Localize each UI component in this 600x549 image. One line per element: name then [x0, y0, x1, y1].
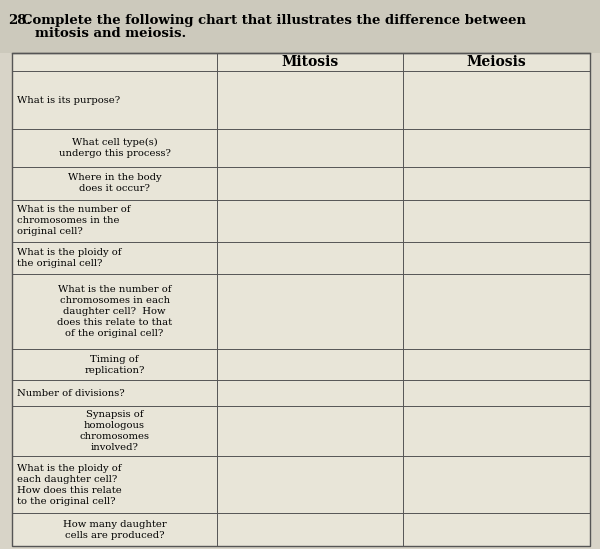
Bar — [217, 380, 403, 406]
Bar — [403, 406, 590, 456]
Bar — [217, 406, 403, 456]
Bar — [217, 200, 403, 242]
Bar — [12, 71, 217, 129]
Text: Complete the following chart that illustrates the difference between: Complete the following chart that illust… — [22, 14, 526, 27]
Bar — [217, 71, 403, 129]
Bar — [217, 456, 403, 513]
Bar — [12, 53, 217, 71]
Bar — [403, 167, 590, 200]
Bar — [217, 242, 403, 274]
Bar — [403, 349, 590, 380]
Text: How many daughter
cells are produced?: How many daughter cells are produced? — [63, 520, 166, 540]
Bar — [403, 53, 590, 71]
Text: Mitosis: Mitosis — [281, 55, 339, 69]
Bar — [217, 349, 403, 380]
Bar — [12, 200, 217, 242]
Bar — [403, 274, 590, 349]
Bar — [12, 513, 217, 546]
Bar — [403, 129, 590, 167]
Text: Meiosis: Meiosis — [467, 55, 527, 69]
Bar — [403, 380, 590, 406]
Text: What cell type(s)
undergo this process?: What cell type(s) undergo this process? — [59, 138, 170, 158]
Bar — [217, 167, 403, 200]
Bar — [12, 129, 217, 167]
Text: What is the number of
chromosomes in each
daughter cell?  How
does this relate t: What is the number of chromosomes in eac… — [57, 285, 172, 338]
Text: mitosis and meiosis.: mitosis and meiosis. — [35, 27, 186, 40]
Text: Synapsis of
homologous
chromosomes
involved?: Synapsis of homologous chromosomes invol… — [80, 410, 149, 452]
Bar — [12, 242, 217, 274]
Text: What is its purpose?: What is its purpose? — [17, 96, 120, 104]
Bar — [12, 167, 217, 200]
Bar — [403, 71, 590, 129]
Bar — [403, 200, 590, 242]
Text: What is the number of
chromosomes in the
original cell?: What is the number of chromosomes in the… — [17, 205, 131, 236]
Bar — [403, 513, 590, 546]
Bar — [0, 0, 600, 53]
Text: Number of divisions?: Number of divisions? — [17, 389, 125, 398]
Text: 28.: 28. — [8, 14, 31, 27]
Bar — [12, 53, 590, 546]
Bar — [12, 380, 217, 406]
Bar — [217, 274, 403, 349]
Text: Where in the body
does it occur?: Where in the body does it occur? — [68, 173, 161, 193]
Bar — [12, 349, 217, 380]
Text: What is the ploidy of
each daughter cell?
How does this relate
to the original c: What is the ploidy of each daughter cell… — [17, 463, 122, 506]
Bar — [12, 274, 217, 349]
Bar — [217, 53, 403, 71]
Text: Timing of
replication?: Timing of replication? — [85, 355, 145, 374]
Bar — [12, 406, 217, 456]
Text: What is the ploidy of
the original cell?: What is the ploidy of the original cell? — [17, 248, 121, 268]
Bar — [217, 513, 403, 546]
Bar — [217, 129, 403, 167]
Bar — [403, 456, 590, 513]
Bar — [12, 456, 217, 513]
Bar — [403, 242, 590, 274]
